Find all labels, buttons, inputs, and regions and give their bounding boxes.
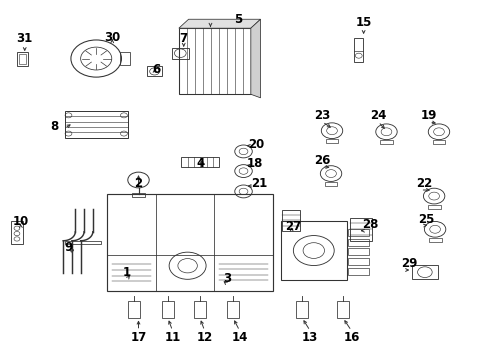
Text: 15: 15 [355,16,371,29]
Bar [281,221,346,280]
Bar [347,239,369,246]
Text: 3: 3 [223,272,231,285]
Text: 29: 29 [400,257,416,270]
Bar [179,28,250,94]
Text: 14: 14 [231,331,247,344]
Bar [226,301,239,318]
Text: 11: 11 [164,331,180,344]
Text: 30: 30 [104,31,120,44]
Text: 22: 22 [415,177,432,190]
Bar [162,301,174,318]
Bar [282,210,300,231]
Bar [181,157,219,167]
Bar [411,265,437,279]
Text: 1: 1 [122,266,131,279]
Bar [147,66,162,76]
Bar [119,52,130,65]
Polygon shape [179,19,260,28]
Text: 20: 20 [248,138,264,151]
Bar [350,217,372,241]
Text: 9: 9 [64,241,72,255]
Bar [347,229,369,236]
Polygon shape [250,19,260,98]
Text: 2: 2 [134,177,142,190]
Text: 31: 31 [17,32,33,45]
Text: 13: 13 [302,331,318,344]
Bar [295,301,307,318]
Bar [347,248,369,255]
Text: 5: 5 [234,13,243,26]
Text: 18: 18 [246,157,263,170]
Text: 21: 21 [250,177,266,190]
Bar [17,52,28,66]
Bar [336,301,348,318]
Bar [324,182,337,186]
Text: 23: 23 [313,109,330,122]
Text: 24: 24 [369,109,386,122]
Bar [171,48,189,59]
Bar [107,194,272,291]
Bar [428,238,441,242]
Bar [432,140,445,144]
Bar [194,301,205,318]
Text: 28: 28 [361,218,377,231]
Bar [427,205,440,209]
Bar [347,267,369,275]
Text: 8: 8 [51,120,59,133]
Bar [64,111,127,138]
Bar [131,193,145,197]
Text: 6: 6 [152,63,160,76]
Text: 19: 19 [420,109,437,122]
Text: 10: 10 [13,215,29,228]
Bar [347,258,369,265]
Text: 12: 12 [196,331,212,344]
Text: 27: 27 [285,220,301,233]
Bar [354,38,363,62]
Bar [64,241,101,244]
Text: 7: 7 [179,32,187,45]
Text: 16: 16 [343,331,359,344]
Text: 25: 25 [417,213,433,226]
Bar [11,221,23,244]
Text: 26: 26 [313,154,330,167]
Bar [379,140,392,144]
Bar [128,301,140,318]
Bar [325,139,338,143]
Bar [19,54,26,64]
Text: 17: 17 [130,331,146,344]
Text: 4: 4 [196,157,204,170]
